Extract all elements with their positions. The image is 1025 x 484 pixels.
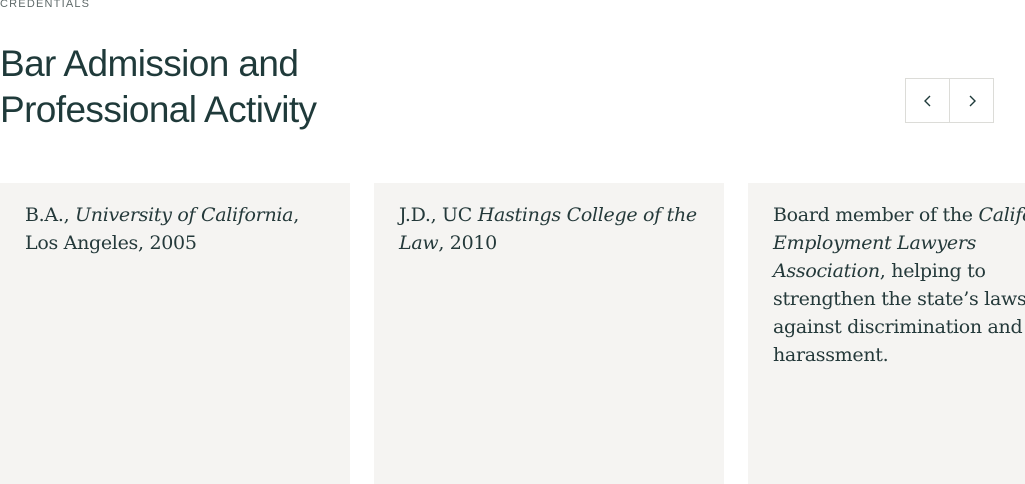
section-title: Bar Admission and Professional Activity: [0, 41, 317, 133]
credential-institution: University of California: [75, 204, 294, 226]
credential-text: B.A., University of California, Los Ange…: [25, 201, 326, 257]
credential-text-part: Board member of the: [773, 204, 979, 226]
credential-institution: Hastings College of the Law: [399, 204, 697, 254]
chevron-left-icon: [923, 95, 930, 106]
credential-text-part: , Los Angeles, 2005: [25, 204, 299, 254]
chevron-right-icon: [969, 95, 976, 106]
carousel-nav: [905, 78, 994, 123]
credential-card: Board member of the California Employmen…: [748, 183, 1025, 484]
carousel-prev-button[interactable]: [906, 79, 949, 122]
credential-text-part: B.A.,: [25, 204, 76, 226]
section-eyebrow: CREDENTIALS: [0, 0, 91, 10]
credential-institution: California Employment Lawyers Associatio…: [773, 204, 1025, 282]
credential-text-part: , helping to strengthen the state’s laws…: [773, 260, 1025, 366]
section-title-line-1: Bar Admission and: [0, 43, 299, 84]
credential-text: J.D., UC Hastings College of the Law, 20…: [399, 201, 700, 257]
carousel-next-button[interactable]: [949, 79, 993, 122]
credential-card: J.D., UC Hastings College of the Law, 20…: [374, 183, 724, 484]
credential-text-part: J.D., UC: [399, 204, 478, 226]
credential-text: Board member of the California Employmen…: [773, 201, 1025, 369]
credential-card: B.A., University of California, Los Ange…: [0, 183, 350, 484]
section-title-line-2: Professional Activity: [0, 89, 317, 130]
credential-text-part: , 2010: [438, 232, 497, 254]
